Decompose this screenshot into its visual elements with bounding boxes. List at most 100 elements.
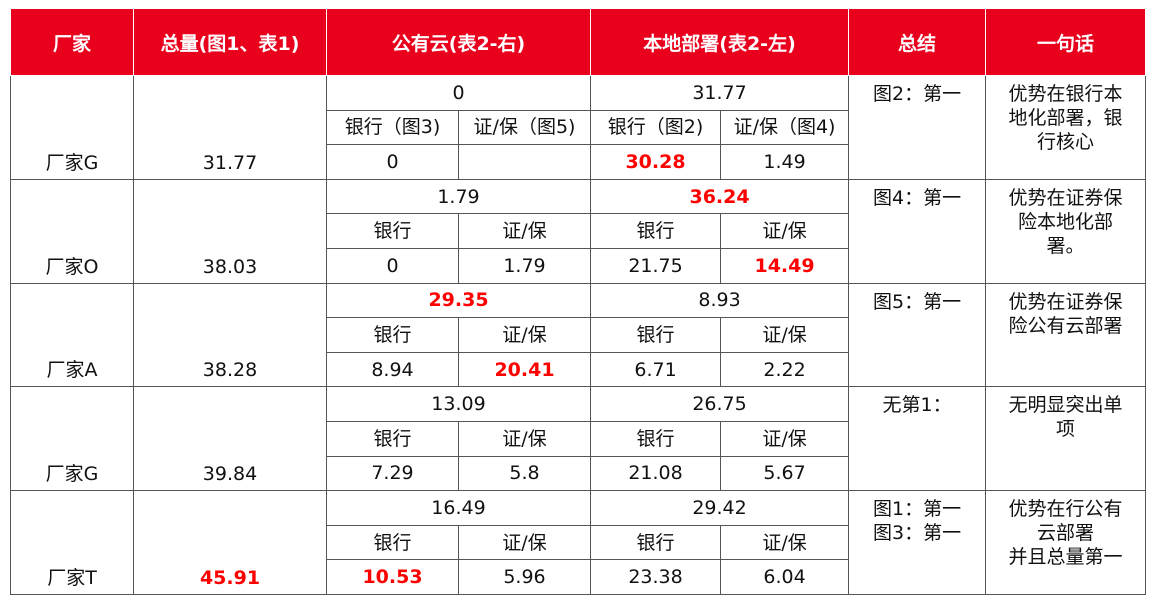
local-total-cell: 31.77	[590, 75, 850, 111]
sub-label-cell: 银行	[326, 524, 459, 561]
row: 厂家G 31.77 0 31.77 图2：第一 优势在银行本地化部署，银行核心	[10, 75, 1147, 180]
sub-label-cell: 银行（图2)	[590, 109, 722, 146]
value-cell-text: 5.67	[763, 462, 806, 485]
row: 厂家O 38.03 1.79 36.24 图4：第一 优势在证券保险本地化部署。	[10, 178, 1147, 284]
cloud-total-cell: 29.35	[325, 282, 592, 319]
sentence-line: 优势在证券保险本地化部署。	[1008, 186, 1123, 257]
local-total-cell: 26.75	[590, 386, 850, 422]
value-cell: 5.96	[457, 559, 592, 595]
sub-label-cell: 银行	[590, 317, 722, 353]
sub-label-cell: 证/保（图5)	[457, 109, 592, 146]
header-cell: 总结	[848, 8, 987, 76]
sentence-line: 无明显突出单项	[1008, 394, 1123, 441]
header-cell: 厂家	[10, 8, 134, 76]
value-cell-text: 5.96	[503, 566, 546, 589]
value-cell: 2.22	[720, 351, 850, 388]
value-cell: 14.49	[720, 247, 850, 284]
value-cell-text: 6.71	[634, 358, 677, 381]
row: 厂家A 38.28 29.35 8.93 图5：第一 优势在证券保险公有云部署	[10, 282, 1147, 388]
value-cell: 21.08	[590, 455, 722, 492]
value-row: 0 30.28 1.49	[11, 144, 1146, 180]
label-row: 银行 证/保 银行 证/保	[11, 213, 1146, 249]
value-cell-text: 14.49	[754, 254, 815, 277]
sub-label-cell: 证/保	[720, 524, 850, 561]
cloud-total-cell-text: 0	[452, 81, 465, 104]
total-cell-text: 38.03	[202, 255, 258, 278]
value-cell-text: 30.28	[625, 150, 686, 173]
sub-label-cell: 证/保	[720, 317, 850, 353]
value-cell-text: 20.41	[494, 358, 555, 381]
sub-label-cell: 证/保	[457, 524, 592, 561]
local-total-cell-text: 36.24	[689, 185, 750, 208]
row: 厂家T 45.91 16.49 29.42 图1：第一 图3：第一 优势在行公有云部署 并且总…	[10, 490, 1147, 595]
summary-line: 无第1：	[882, 394, 952, 417]
sub-label-cell: 银行	[326, 213, 459, 249]
total-cell: 38.03	[133, 178, 327, 284]
vendor-cell: 厂家O	[10, 178, 134, 284]
summary-cell: 无第1：	[848, 386, 987, 492]
header-row: 厂家 总量(图1、表1) 公有云(表2-右) 本地部署(表2-左) 总结 一句话	[10, 8, 1147, 76]
sub-label-cell: 证/保（图4)	[720, 109, 850, 146]
sub-label-cell: 银行（图3)	[326, 109, 459, 146]
cloud-total-cell: 16.49	[325, 490, 592, 526]
value-row: 10.53 5.96 23.38 6.04	[11, 559, 1146, 595]
local-total-cell-text: 26.75	[692, 393, 747, 416]
value-cell: 23.38	[590, 559, 722, 595]
total-cell-text: 31.77	[202, 151, 258, 174]
sentence-cell: 无明显突出单项	[985, 386, 1147, 492]
header-cell: 总量(图1、表1)	[133, 8, 327, 76]
sentence-cell: 优势在证券保险本地化部署。	[985, 178, 1147, 284]
label-row: 银行 证/保 银行 证/保	[11, 524, 1146, 561]
table-body: 厂家G 31.77 0 31.77 图2：第一 优势在银行本地化部署，银行核心 银行（图3)…	[10, 75, 1147, 595]
cloud-total-cell-text: 13.09	[431, 393, 486, 416]
summary-line: 图3：第一	[872, 522, 962, 545]
sub-label-cell: 证/保	[457, 317, 592, 353]
summary-line: 图2：第一	[872, 83, 962, 105]
value-cell: 1.79	[457, 247, 592, 284]
summary-cell: 图4：第一	[848, 178, 987, 284]
value-cell-text: 10.53	[362, 566, 423, 589]
summary-line: 图1：第一	[872, 498, 962, 521]
total-cell-text: 39.84	[202, 463, 258, 486]
value-cell-text: 23.38	[628, 566, 683, 589]
sentence-line: 优势在银行本地化部署，银行核心	[1008, 83, 1123, 153]
value-cell: 6.04	[720, 559, 850, 595]
cloud-total-cell: 0	[325, 75, 592, 111]
value-cell-text: 1.79	[503, 254, 546, 277]
value-cell: 0	[326, 247, 459, 284]
comparison-table: 厂家 总量(图1、表1) 公有云(表2-右) 本地部署(表2-左) 总结 一句话 厂家G 3…	[10, 8, 1147, 595]
cloud-total-cell: 13.09	[325, 386, 592, 422]
value-cell-text: 2.22	[763, 358, 806, 381]
cloud-total-cell-text: 16.49	[431, 496, 486, 519]
value-cell-text: 1.49	[763, 150, 806, 173]
sentence-line: 并且总量第一	[1008, 546, 1123, 569]
sub-label-cell: 银行	[326, 420, 459, 457]
local-total-cell: 36.24	[590, 178, 850, 215]
vendor-cell: 厂家T	[10, 490, 134, 595]
cloud-total-cell-text: 1.79	[437, 185, 480, 208]
total-cell: 38.28	[133, 282, 327, 388]
sub-label-cell: 银行	[326, 317, 459, 353]
value-cell-text: 5.8	[509, 462, 540, 485]
sub-label-cell: 银行	[590, 524, 722, 561]
value-cell: 21.75	[590, 247, 722, 284]
summary-cell: 图5：第一	[848, 282, 987, 388]
value-cell: 20.41	[457, 351, 592, 388]
value-row: 7.29 5.8 21.08 5.67	[11, 455, 1146, 492]
value-cell: 5.67	[720, 455, 850, 492]
sentence-cell: 优势在证券保险公有云部署	[985, 282, 1147, 388]
vendor-cell: 厂家A	[10, 282, 134, 388]
value-cell	[457, 144, 592, 180]
value-cell: 10.53	[326, 559, 459, 595]
value-cell-text: 7.29	[371, 462, 414, 485]
local-total-cell-text: 29.42	[692, 496, 747, 519]
value-cell-text: 8.94	[371, 358, 414, 381]
label-row: 银行（图3) 证/保（图5) 银行（图2) 证/保（图4)	[11, 109, 1146, 146]
sub-label-cell: 证/保	[457, 420, 592, 457]
local-total-cell-text: 8.93	[698, 289, 741, 312]
summary-cell: 图1：第一 图3：第一	[848, 490, 987, 595]
total-cell: 31.77	[133, 75, 327, 180]
value-cell: 1.49	[720, 144, 850, 180]
label-row: 银行 证/保 银行 证/保	[11, 420, 1146, 457]
